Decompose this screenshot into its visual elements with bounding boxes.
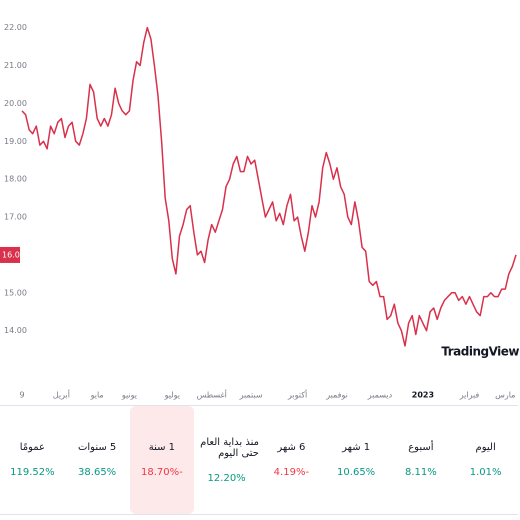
period-label: 6 شهر bbox=[277, 442, 306, 453]
x-tick-label: مارس bbox=[495, 391, 515, 400]
y-tick-label: 19.00 bbox=[4, 137, 27, 146]
x-tick-label: فبراير bbox=[459, 391, 480, 400]
price-label: 16.00 bbox=[2, 250, 25, 259]
x-tick-label: ديسمبر bbox=[367, 391, 393, 400]
y-tick-label: 20.00 bbox=[4, 99, 27, 108]
period-change: 119.52% bbox=[10, 467, 55, 478]
period-cell[interactable]: عمومًا 119.52% bbox=[0, 406, 65, 514]
y-tick-label: 14.00 bbox=[4, 326, 27, 335]
x-tick-label: 2023 bbox=[412, 391, 434, 400]
period-change: 4.19%- bbox=[273, 467, 310, 478]
x-tick-label: أبريل bbox=[53, 390, 70, 400]
period-cell[interactable]: 1 شهر 10.65% bbox=[324, 406, 389, 514]
x-tick-label: يوليو bbox=[164, 391, 180, 400]
period-label: منذ بداية العام حتى اليوم bbox=[200, 436, 259, 459]
x-tick-label: أغسطس bbox=[197, 390, 227, 400]
period-change: 10.65% bbox=[337, 467, 376, 478]
watermark: TradingView bbox=[441, 345, 519, 359]
y-tick-label: 15.00 bbox=[4, 288, 27, 297]
y-tick-label: 18.00 bbox=[4, 175, 27, 184]
price-line bbox=[21, 26, 517, 347]
period-label: اليوم bbox=[475, 442, 496, 453]
period-cell[interactable]: 1 سنة 18.70%- bbox=[129, 406, 195, 514]
chart: TradingView 22.00 21.00 20.00 19.00 18.00 17.… bbox=[0, 23, 520, 400]
period-change: 1.01% bbox=[469, 467, 502, 478]
period-label: أسبوع bbox=[408, 442, 434, 453]
price-label-box bbox=[0, 246, 20, 263]
period-cell[interactable]: 5 سنوات 38.65% bbox=[65, 406, 130, 514]
period-label: 5 سنوات bbox=[77, 442, 117, 453]
performance-row: اليوم 1.01% أسبوع 8.11% 1 شهر 10.65% 6 شهر 4.19… bbox=[0, 405, 518, 515]
x-tick-label: 9 bbox=[19, 391, 24, 400]
y-tick-label: 21.00 bbox=[4, 61, 27, 70]
period-cell[interactable]: أسبوع 8.11% bbox=[389, 406, 454, 514]
period-cell[interactable]: اليوم 1.01% bbox=[453, 406, 518, 514]
y-tick-label: 22.00 bbox=[4, 23, 27, 32]
period-label: 1 شهر bbox=[342, 442, 371, 453]
y-tick-label: 17.00 bbox=[4, 213, 27, 222]
period-change: 8.11% bbox=[404, 467, 437, 478]
x-tick-label: أكتوبر bbox=[287, 390, 307, 400]
period-cell[interactable]: منذ بداية العام حتى اليوم 12.20% bbox=[194, 406, 259, 514]
period-label: عمومًا bbox=[19, 442, 46, 453]
x-tick-label: نوفمبر bbox=[325, 391, 348, 400]
x-tick-label: يونيو bbox=[121, 391, 137, 400]
x-tick-label: مايو bbox=[90, 391, 104, 400]
period-change: 12.20% bbox=[207, 472, 246, 484]
period-change: 38.65% bbox=[78, 467, 117, 478]
x-tick-label: سبتمبر bbox=[239, 391, 263, 400]
period-cell[interactable]: 6 شهر 4.19%- bbox=[259, 406, 324, 514]
period-label: 1 سنة bbox=[148, 442, 176, 453]
period-change: 18.70%- bbox=[141, 467, 183, 478]
